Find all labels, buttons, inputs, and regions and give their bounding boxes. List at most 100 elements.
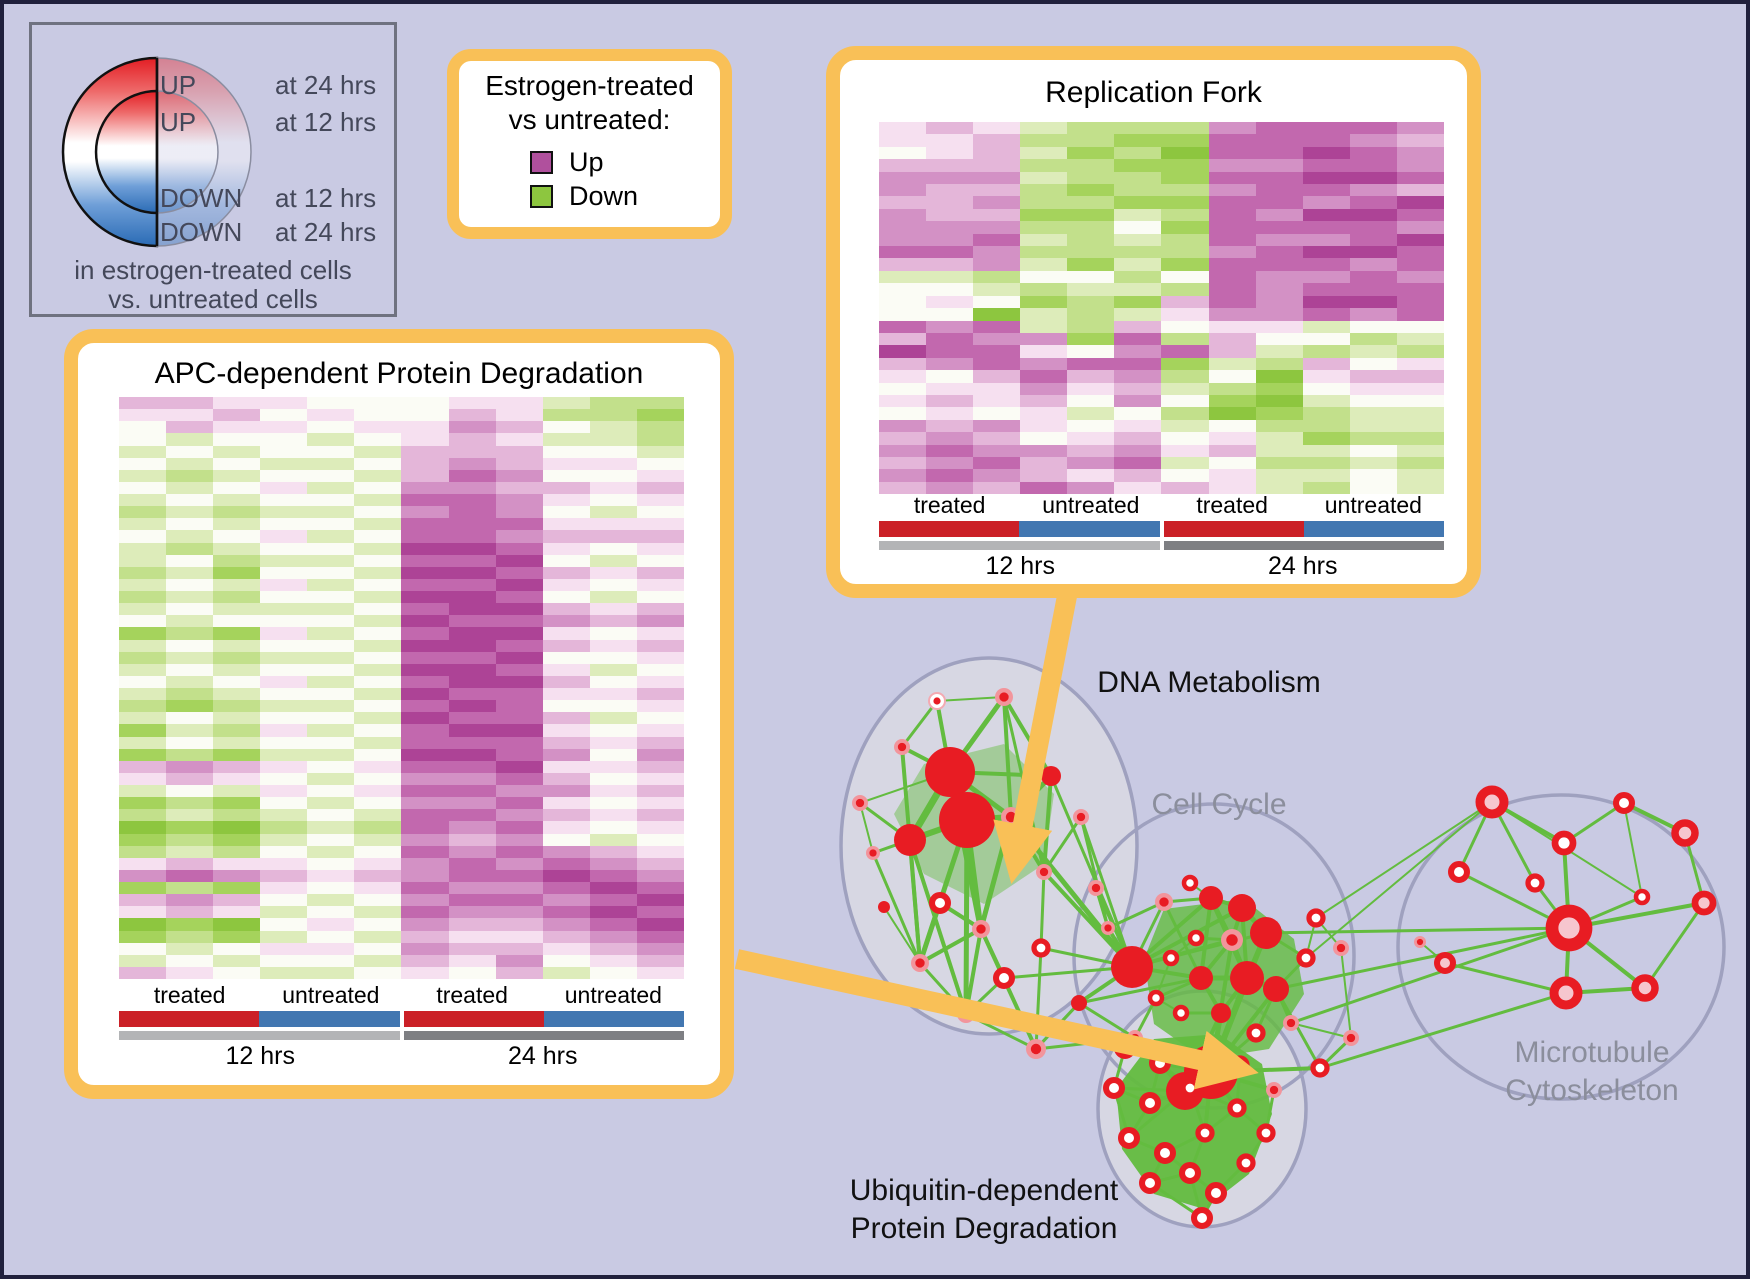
heatmap-cell: [1161, 122, 1209, 135]
treatment-color-bars: [119, 1011, 684, 1027]
heatmap-cell: [213, 966, 261, 979]
heatmap-cell: [1349, 221, 1397, 234]
heatmap-cell: [354, 506, 402, 519]
heatmap-cell: [1208, 320, 1256, 333]
heatmap-cell: [1114, 481, 1162, 495]
heatmap-cell: [260, 930, 308, 943]
heatmap-cell: [354, 591, 402, 604]
heatmap-cell: [1302, 146, 1350, 160]
heatmap-cell: [119, 954, 167, 967]
heatmap-row: [879, 407, 1444, 420]
color-key-title-line1: Estrogen-treated: [485, 70, 694, 101]
cluster-label-dna-metabolism: DNA Metabolism: [1097, 666, 1321, 699]
heatmap-cell: [542, 397, 590, 410]
heatmap-cell: [1208, 332, 1256, 346]
heatmap-cell: [636, 554, 684, 567]
heatmap-cell: [542, 481, 590, 494]
heatmap-cell: [879, 481, 927, 495]
heatmap-cell: [448, 663, 496, 676]
heatmap-cell: [354, 457, 402, 470]
heatmap-row: [119, 651, 684, 664]
untreated-bar: [1303, 521, 1444, 537]
heatmap-cell: [354, 603, 402, 616]
heatmap-cell: [354, 445, 402, 458]
heatmap-cell: [354, 930, 402, 943]
heatmap-cell: [1020, 221, 1068, 234]
heatmap-cell: [354, 857, 402, 870]
heatmap-cell: [354, 433, 402, 446]
heatmap-cell: [973, 246, 1021, 259]
heatmap-cell: [307, 785, 355, 798]
heatmap-cell: [973, 184, 1021, 197]
heatmap-cell: [636, 882, 684, 895]
heatmap-cell: [119, 809, 167, 822]
heatmap-cell: [213, 481, 261, 494]
heatmap-row: [119, 409, 684, 422]
heatmap-cell: [495, 627, 543, 640]
heatmap-cell: [1208, 394, 1256, 408]
heatmap-cell: [636, 506, 684, 519]
heatmap-cell: [495, 469, 543, 482]
heatmap-cell: [1114, 332, 1162, 346]
network-node: [925, 747, 975, 797]
flow-arrow: [734, 949, 1259, 1090]
heatmap-row: [119, 578, 684, 591]
heatmap-cell: [589, 954, 637, 967]
network-node-core: [1269, 1085, 1279, 1095]
heatmap-cell: [973, 308, 1021, 321]
network-node: [1139, 1172, 1161, 1194]
heatmap-cell: [119, 869, 167, 882]
heatmap-row: [879, 295, 1444, 309]
heatmap-cell: [119, 966, 167, 979]
heatmap-cell: [1396, 258, 1444, 271]
heatmap-row: [119, 518, 684, 531]
heatmap-cell: [926, 159, 974, 172]
network-node: [1671, 819, 1699, 847]
heatmap-cell: [973, 332, 1021, 346]
heatmap-cell: [495, 833, 543, 846]
heatmap-cell: [1161, 258, 1209, 271]
heatmap-cell: [1020, 134, 1068, 147]
heatmap-cell: [1255, 134, 1303, 147]
heatmap-cell: [1114, 469, 1162, 482]
heatmap-cell: [213, 918, 261, 931]
heatmap-cell: [1396, 295, 1444, 309]
group-label: treated: [436, 982, 508, 1008]
heatmap-cell: [448, 409, 496, 422]
heatmap-cell: [495, 578, 543, 591]
heatmap-cell: [1067, 246, 1115, 259]
heatmap-row: [119, 542, 684, 555]
heatmap-cell: [213, 882, 261, 895]
heatmap-cell: [636, 942, 684, 955]
heatmap-cell: [1067, 221, 1115, 234]
heatmap-cell: [166, 639, 214, 652]
heatmap-cell: [1114, 233, 1162, 247]
heatmap-cell: [166, 882, 214, 895]
network-node-core: [897, 742, 907, 752]
heatmap-cell: [401, 688, 449, 701]
heatmap-cell: [1396, 332, 1444, 346]
heatmap-cell: [1067, 184, 1115, 197]
heatmap-cell: [1208, 370, 1256, 383]
heatmap-cell: [926, 196, 974, 209]
network-node: [1525, 873, 1545, 893]
heatmap-cell: [1020, 171, 1068, 185]
heatmap-cell: [1067, 134, 1115, 147]
heatmap-cell: [973, 146, 1021, 160]
heatmap-row: [879, 258, 1444, 271]
network-edge: [1042, 870, 1134, 969]
heatmap-cell: [1302, 258, 1350, 271]
heatmap-cell: [636, 591, 684, 604]
heatmap-cell: [1208, 159, 1256, 172]
color-key-item-up: Up: [459, 145, 720, 179]
heatmap-cell: [401, 603, 449, 616]
network-node-core: [1091, 883, 1101, 893]
heatmap-cell: [589, 918, 637, 931]
heatmap-cell: [495, 942, 543, 955]
ring-legend-word-down12: DOWN: [160, 183, 243, 213]
heatmap-cell: [542, 906, 590, 919]
heatmap-cell: [213, 578, 261, 591]
heatmap-cell: [448, 481, 496, 494]
heatmap-cell: [401, 445, 449, 458]
heatmap-cell: [636, 821, 684, 834]
